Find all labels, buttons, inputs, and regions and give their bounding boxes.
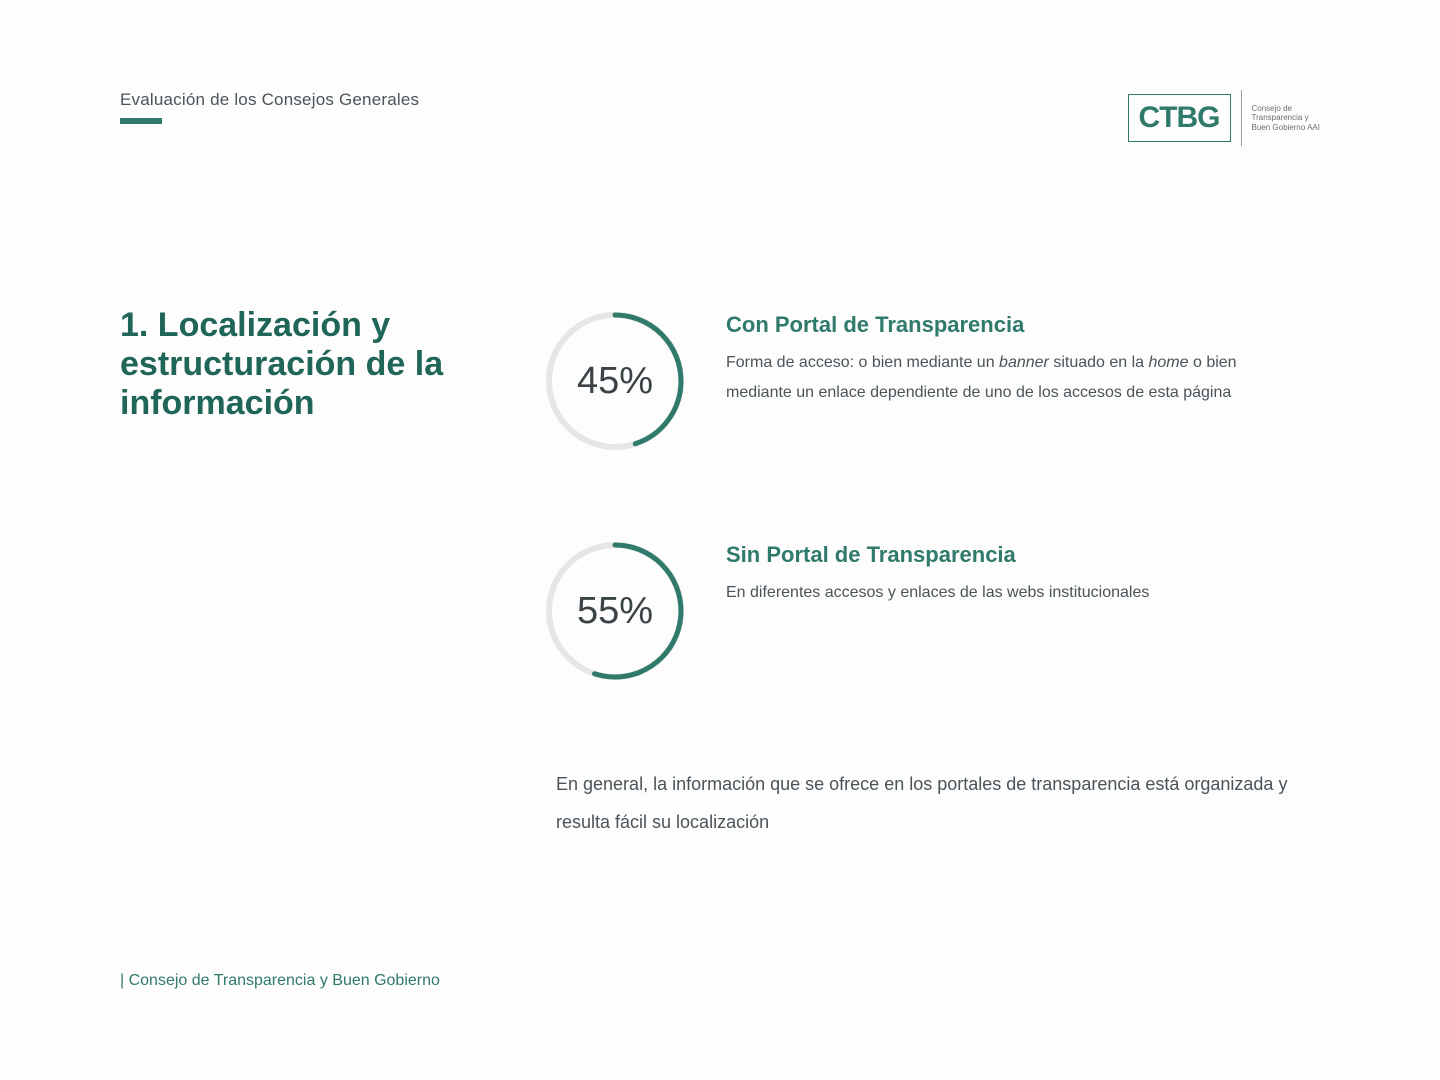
stat-block: 45% Con Portal de Transparencia Forma de… (540, 306, 1320, 456)
logo-text: CTBG (1139, 101, 1220, 134)
desc-em: home (1149, 354, 1189, 371)
logo: CTBG Consejo de Transparencia y Buen Gob… (1128, 90, 1321, 146)
header-left: Evaluación de los Consejos Generales (120, 90, 419, 124)
desc-text: situado en la (1049, 354, 1149, 371)
stat-text: Con Portal de Transparencia Forma de acc… (726, 306, 1246, 407)
logo-box: CTBG (1128, 94, 1231, 142)
donut-chart: 55% (540, 536, 690, 686)
section-title: 1. Localización y estructuración de la i… (120, 306, 480, 842)
desc-em: banner (999, 354, 1049, 371)
header-subtitle: Evaluación de los Consejos Generales (120, 90, 419, 110)
donut-label: 55% (540, 536, 690, 686)
desc-text: Forma de acceso: o bien mediante un (726, 354, 999, 371)
content-column: 45% Con Portal de Transparencia Forma de… (540, 306, 1320, 842)
stat-desc: En diferentes accesos y enlaces de las w… (726, 578, 1149, 608)
stat-block: 55% Sin Portal de Transparencia En difer… (540, 536, 1320, 686)
donut-chart: 45% (540, 306, 690, 456)
logo-divider (1241, 90, 1242, 146)
stat-title: Sin Portal de Transparencia (726, 542, 1149, 568)
slide: Evaluación de los Consejos Generales CTB… (0, 0, 1440, 1080)
logo-caption-line: Consejo de (1252, 104, 1321, 114)
stat-title: Con Portal de Transparencia (726, 312, 1246, 338)
summary-text: En general, la información que se ofrece… (556, 766, 1320, 842)
logo-caption-line: Transparencia y (1252, 113, 1321, 123)
header-underline (120, 118, 162, 124)
stat-text: Sin Portal de Transparencia En diferente… (726, 536, 1149, 608)
main-row: 1. Localización y estructuración de la i… (120, 306, 1320, 842)
footer-text: | Consejo de Transparencia y Buen Gobier… (120, 972, 440, 990)
logo-caption: Consejo de Transparencia y Buen Gobierno… (1252, 104, 1321, 133)
logo-caption-line: Buen Gobierno AAI (1252, 123, 1321, 133)
stat-desc: Forma de acceso: o bien mediante un bann… (726, 348, 1246, 407)
donut-label: 45% (540, 306, 690, 456)
header-row: Evaluación de los Consejos Generales CTB… (120, 90, 1320, 146)
